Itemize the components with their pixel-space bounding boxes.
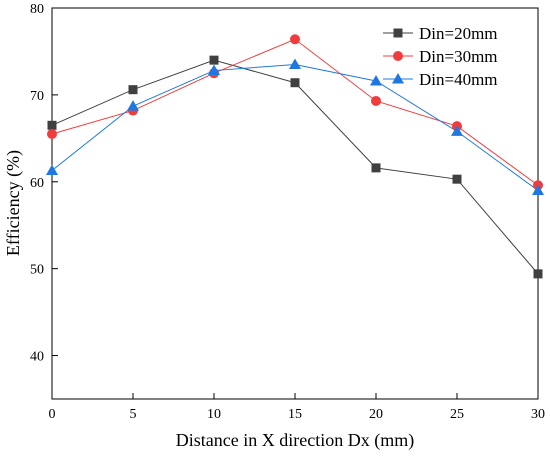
series-3-point	[532, 184, 544, 195]
series-2-point	[371, 95, 381, 106]
series-markers	[46, 34, 544, 279]
x-tick-label: 20	[369, 407, 383, 422]
x-tick-label: 5	[130, 407, 137, 422]
legend-label: Din=40mm	[419, 70, 498, 89]
y-tick-label: 50	[30, 263, 44, 278]
x-axis: 0 5 10 15 20 25 30	[49, 393, 545, 422]
series-2-point	[47, 128, 57, 139]
y-tick-label: 60	[30, 176, 44, 191]
series-1-point	[128, 85, 138, 95]
y-tick-label: 70	[30, 89, 44, 104]
legend-marker	[393, 28, 403, 38]
series-1-point	[290, 78, 300, 88]
legend-marker	[393, 51, 403, 61]
y-tick-label: 80	[30, 2, 44, 17]
x-tick-label: 30	[531, 407, 545, 422]
series-1-point	[47, 120, 57, 130]
series-1-point	[533, 269, 543, 279]
series-3-point	[289, 58, 301, 69]
series-2-point	[290, 34, 300, 45]
series-line-1	[51, 59, 539, 275]
series-3-point	[208, 64, 220, 76]
legend: Din=20mm Din=30mm Din=40mm	[383, 24, 498, 89]
legend-label: Din=20mm	[419, 24, 498, 43]
series-3-point	[451, 125, 463, 136]
y-axis: 40 50 60 70 80	[30, 2, 58, 365]
y-axis-label: Efficiency (%)	[3, 150, 24, 256]
series-3-point	[127, 100, 139, 111]
x-tick-label: 10	[207, 407, 221, 422]
series-1-point	[371, 163, 381, 173]
series-3-point	[46, 164, 58, 175]
series-1-point	[452, 174, 462, 184]
series-3-point	[370, 74, 382, 86]
x-axis-label: Distance in X direction Dx (mm)	[176, 430, 414, 451]
legend-label: Din=30mm	[419, 47, 498, 66]
series-1-point	[209, 55, 219, 65]
legend-marker	[392, 73, 404, 84]
x-tick-label: 0	[49, 407, 56, 422]
x-tick-label: 15	[288, 407, 302, 422]
y-tick-label: 40	[30, 350, 44, 365]
x-tick-label: 25	[450, 407, 464, 422]
